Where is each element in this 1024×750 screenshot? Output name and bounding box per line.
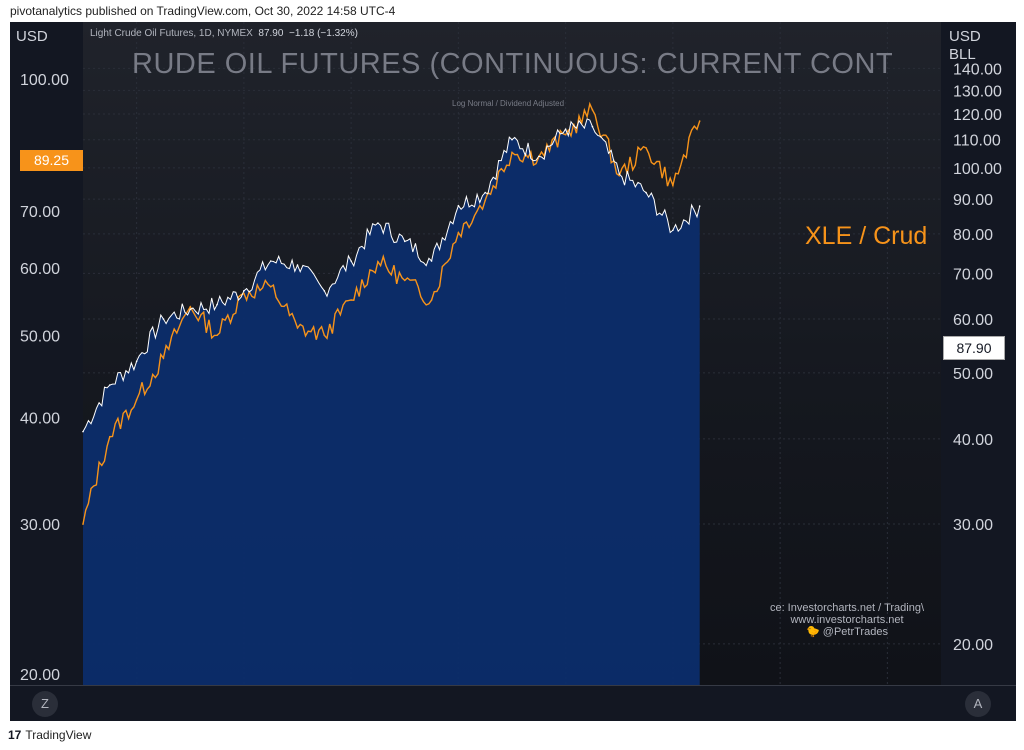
right-axis-tick: 30.00: [953, 517, 993, 534]
crude-point: [135, 360, 138, 363]
crude-point: [269, 260, 272, 262]
credit-line: 🐤 @PetrTrades: [806, 626, 888, 638]
right-axis-tick: 80.00: [953, 227, 993, 244]
tradingview-logo-icon: 17: [8, 728, 22, 742]
chart-frame: 100.00 80.00 70.00 60.00 50.00 40.00 30.00 20.0…: [10, 22, 1016, 721]
symbol-legend[interactable]: Light Crude Oil Futures, 1D, NYMEX 87.90…: [90, 28, 358, 39]
crude-point: [323, 290, 326, 292]
xle-point: [296, 327, 299, 329]
auto-scale-left-button[interactable]: Z: [32, 691, 58, 717]
right-axis-tick: 100.00: [953, 161, 1002, 178]
crude-point: [645, 191, 647, 194]
right-axis-tick: 50.00: [953, 366, 993, 383]
crude-point: [243, 290, 245, 292]
xle-point: [430, 299, 433, 301]
left-axis-unit: USD: [16, 28, 48, 45]
left-axis-tick: 30.00: [20, 517, 60, 534]
crude-point: [538, 155, 540, 158]
right-axis-tick: 60.00: [953, 312, 993, 329]
right-axis-unit: USD BLL: [949, 28, 981, 64]
crude-point: [430, 260, 433, 262]
crude-point: [377, 222, 379, 224]
right-axis-tick: 130.00: [953, 83, 1002, 100]
price-change: −1.18 (−1.32%): [289, 28, 358, 39]
xle-point: [162, 357, 165, 359]
xle-point: [82, 523, 84, 525]
crude-point: [189, 308, 192, 311]
xle-point: [189, 306, 192, 308]
xle-point: [377, 260, 379, 263]
credits: ce: Investorcharts.net / Trading\ www.in…: [762, 602, 932, 638]
left-axis-tick: 60.00: [20, 261, 60, 278]
crude-point: [109, 384, 111, 386]
crude-point: [591, 125, 594, 128]
right-axis-tick: 120.00: [953, 107, 1002, 124]
right-axis-tick: 20.00: [953, 637, 993, 654]
crude-point: [457, 204, 460, 207]
crude-point: [403, 240, 406, 243]
xle-point: [403, 279, 406, 282]
scale-note: Log Normal / Dividend Adjusted: [452, 99, 565, 108]
crude-point: [162, 318, 165, 320]
crude-area: [83, 118, 700, 685]
right-axis-tick: 40.00: [953, 432, 993, 449]
xle-line: [82, 101, 701, 525]
footer-brand: 17 TradingView: [8, 728, 91, 742]
crude-point: [511, 138, 513, 141]
xle-point: [618, 174, 621, 177]
crude-point: [82, 430, 84, 433]
crude-point: [618, 173, 621, 175]
right-axis-unit-line2: BLL: [949, 46, 976, 63]
right-axis-tick: 70.00: [953, 266, 993, 283]
xle-point: [591, 109, 594, 111]
crude-point: [564, 128, 567, 130]
crude-point: [698, 205, 701, 207]
left-axis-tick: 20.00: [20, 667, 60, 684]
xle-point: [323, 334, 326, 337]
xle-point: [457, 231, 460, 234]
left-axis-tick: 50.00: [20, 328, 60, 345]
footer-brand-label: TradingView: [25, 728, 92, 742]
xle-price-tag: 89.25: [20, 150, 83, 171]
xle-point: [698, 120, 701, 122]
credit-line: ce: Investorcharts.net / Trading\: [769, 602, 925, 614]
symbol-watermark: RUDE OIL FUTURES (CONTINUOUS: CURRENT CO…: [132, 48, 892, 80]
right-axis-unit-line1: USD: [949, 28, 981, 45]
xle-point: [511, 151, 513, 154]
xle-point: [109, 435, 111, 438]
crude-point: [350, 260, 352, 262]
symbol-label: Light Crude Oil Futures, 1D, NYMEX: [90, 28, 253, 39]
right-axis-tick: 110.00: [953, 133, 1001, 150]
crude-line: [82, 118, 701, 432]
xle-point: [350, 299, 352, 301]
crude-price-tag: 87.90: [943, 336, 1005, 360]
credit-line: www.investorcharts.net: [790, 614, 904, 626]
xle-point: [484, 199, 486, 202]
xle-point: [645, 147, 647, 149]
xle-crude-label: XLE / Crud: [805, 222, 928, 250]
xle-point: [243, 292, 245, 295]
crude-point: [484, 191, 486, 194]
last-price: 87.90: [258, 28, 284, 39]
xle-point: [135, 398, 138, 401]
left-axis-tick: 70.00: [20, 204, 60, 221]
crude-point: [296, 264, 299, 266]
xle-point: [216, 334, 218, 337]
crude-point: [672, 229, 674, 232]
auto-scale-right-button[interactable]: A: [965, 691, 991, 717]
xle-point: [269, 286, 272, 288]
xle-point: [564, 133, 567, 136]
time-axis[interactable]: [10, 685, 1016, 721]
xle-point: [672, 184, 674, 187]
crude-point: [216, 303, 218, 306]
right-axis-tick: 140.00: [953, 61, 1002, 78]
left-axis-tick: 100.00: [20, 72, 69, 89]
publish-caption: pivotanalytics published on TradingView.…: [10, 4, 396, 18]
right-axis-tick: 90.00: [953, 192, 993, 209]
left-axis-tick: 40.00: [20, 411, 60, 428]
